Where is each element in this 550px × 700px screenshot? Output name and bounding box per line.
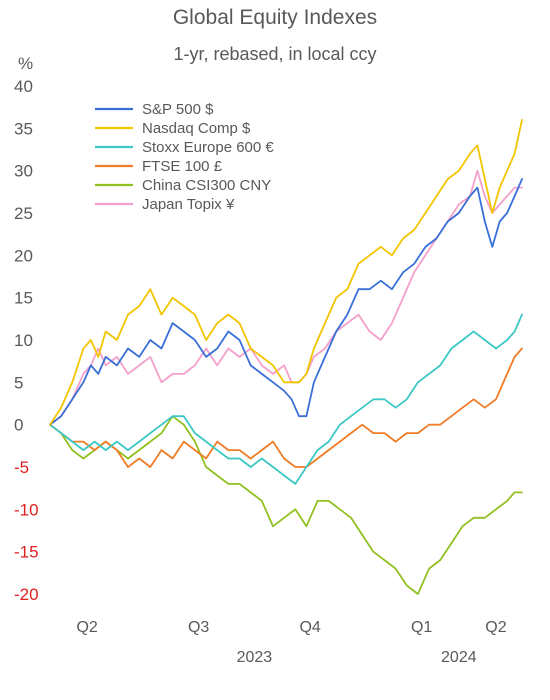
series-group	[49, 119, 523, 595]
y-tick-label: -10	[14, 500, 39, 519]
y-tick-label: -15	[14, 543, 39, 562]
series-line-3	[49, 347, 523, 468]
y-tick-label: 30	[14, 162, 33, 181]
x-tick-label: Q4	[299, 619, 320, 636]
legend-entry-label: S&P 500 $	[142, 101, 214, 118]
y-tick-label: -20	[14, 585, 39, 604]
y-tick-label: 5	[14, 373, 23, 392]
x-year-label: 2023	[237, 649, 273, 666]
chart-title: Global Equity Indexes	[172, 6, 378, 29]
series-line-0	[49, 178, 523, 426]
y-axis: 40 35 30 25 20 15 10 5 0 -5 -10 -15 -20	[14, 77, 39, 604]
y-tick-label: 25	[14, 204, 33, 223]
legend-entry-label: Nasdaq Comp $	[142, 120, 251, 137]
y-tick-label: 35	[14, 119, 33, 138]
y-axis-unit-label: %	[18, 54, 33, 73]
legend-entry-label: China CSI300 CNY	[142, 177, 271, 194]
legend-entry-label: Stoxx Europe 600 €	[142, 139, 274, 156]
y-tick-label: 40	[14, 77, 33, 96]
series-line-1	[49, 119, 523, 426]
series-line-5	[49, 169, 523, 426]
y-tick-label: -5	[14, 458, 29, 477]
x-tick-label: Q2	[76, 619, 97, 636]
x-tick-label: Q2	[485, 619, 506, 636]
y-tick-label: 20	[14, 246, 33, 265]
legend-entry-label: Japan Topix ¥	[142, 196, 235, 213]
x-tick-label: Q3	[188, 619, 209, 636]
series-line-4	[49, 415, 523, 595]
x-year-label: 2024	[441, 649, 477, 666]
x-tick-label: Q1	[411, 619, 432, 636]
series-line-2	[49, 313, 523, 485]
y-tick-label: 15	[14, 289, 33, 308]
chart-subtitle: 1-yr, rebased, in local ccy	[173, 44, 377, 64]
y-tick-label: 10	[14, 331, 33, 350]
legend: S&P 500 $ Nasdaq Comp $ Stoxx Europe 600 €…	[95, 101, 274, 213]
y-tick-label: 0	[14, 416, 23, 435]
x-axis: Q2 Q3 Q4 Q1 Q2 2023 2024	[76, 619, 506, 666]
legend-entry-label: FTSE 100 £	[142, 158, 223, 175]
